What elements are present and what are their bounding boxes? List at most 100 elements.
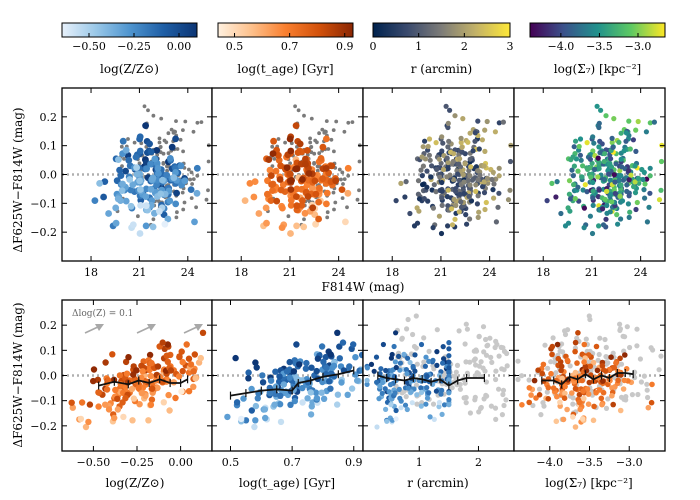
scatter-point xyxy=(629,392,636,398)
scatter-point xyxy=(481,179,487,185)
scatter-point xyxy=(148,359,155,367)
scatter-point xyxy=(581,359,587,365)
scatter-point xyxy=(647,190,653,196)
scatter-point xyxy=(459,144,465,150)
scatter-point xyxy=(503,397,509,403)
scatter-point xyxy=(175,210,179,215)
scatter-point xyxy=(301,209,309,217)
x-tick-label: 18 xyxy=(234,266,248,279)
scatter-point xyxy=(594,103,600,109)
scatter-point xyxy=(626,118,632,124)
scatter-point xyxy=(612,190,618,197)
scatter-point xyxy=(344,391,351,398)
scatter-point xyxy=(473,182,479,188)
scatter-point xyxy=(467,173,473,179)
scatter-point xyxy=(446,368,452,374)
scatter-point xyxy=(287,230,294,237)
scatter-point xyxy=(651,119,658,125)
scatter-point xyxy=(273,197,281,205)
scatter-point xyxy=(112,219,120,227)
scatter-point xyxy=(404,326,410,332)
scatter-point xyxy=(612,179,618,185)
y-tick-label: −0.2 xyxy=(30,226,57,239)
scatter-point xyxy=(248,385,255,393)
scatter-point xyxy=(245,375,252,382)
scatter-point xyxy=(428,174,434,180)
scatter-point xyxy=(331,190,336,195)
scatter-point xyxy=(413,313,419,319)
scatter-point xyxy=(173,189,181,197)
scatter-point xyxy=(156,207,163,215)
scatter-point xyxy=(132,153,140,161)
scatter-point xyxy=(420,144,426,150)
colorbar-tick-label: −3.5 xyxy=(586,40,613,53)
scatter-point xyxy=(299,399,306,406)
scatter-point xyxy=(424,184,430,190)
scatter-point xyxy=(496,353,502,359)
scatter-point xyxy=(645,394,651,401)
x-tick-label: 24 xyxy=(483,266,497,279)
scatter-point xyxy=(434,166,440,172)
scatter-point xyxy=(549,180,555,186)
scatter-point xyxy=(136,133,144,141)
scatter-point xyxy=(166,155,174,162)
scatter-point xyxy=(453,369,459,375)
scatter-point xyxy=(441,402,448,408)
scatter-point xyxy=(584,189,590,195)
scatter-point xyxy=(133,367,140,374)
scatter-point xyxy=(191,177,196,182)
scatter-point xyxy=(641,187,647,193)
scatter-point xyxy=(382,386,388,392)
scatter-point xyxy=(142,104,147,109)
scatter-point xyxy=(254,395,261,402)
scatter-point xyxy=(649,381,655,388)
scatter-point xyxy=(185,388,193,395)
scatter-point xyxy=(142,193,150,201)
scatter-point xyxy=(368,361,375,367)
scatter-point xyxy=(250,193,258,201)
scatter-point xyxy=(617,326,624,332)
scatter-point xyxy=(618,361,625,367)
scatter-point xyxy=(133,171,141,178)
scatter-point xyxy=(148,396,156,403)
scatter-point xyxy=(189,196,194,201)
scatter-point xyxy=(373,354,380,360)
scatter-point xyxy=(159,176,166,184)
scatter-point xyxy=(554,179,560,185)
scatter-point xyxy=(129,417,136,424)
scatter-point xyxy=(489,359,495,365)
scatter-point xyxy=(601,158,607,165)
scatter-point xyxy=(490,187,496,193)
scatter-point xyxy=(437,174,443,180)
scatter-point xyxy=(474,201,480,207)
scatter-point xyxy=(404,406,410,413)
scatter-point xyxy=(473,348,480,354)
scatter-point xyxy=(339,177,343,182)
scatter-point xyxy=(339,339,347,346)
scatter-point xyxy=(293,222,300,230)
scatter-point xyxy=(399,336,405,342)
bottom-xlabel-age: log(t_age) [Gyr] xyxy=(239,476,335,490)
scatter-point xyxy=(526,385,533,391)
scatter-point xyxy=(128,385,136,393)
scatter-point xyxy=(609,139,615,146)
scatter-point xyxy=(433,189,439,195)
scatter-point xyxy=(456,328,462,334)
scatter-point xyxy=(170,174,178,182)
scatter-point xyxy=(319,175,326,183)
scatter-point xyxy=(383,367,389,374)
scatter-point xyxy=(618,173,624,179)
scatter-point xyxy=(590,195,596,201)
scatter-point xyxy=(608,354,614,361)
scatter-point xyxy=(600,389,607,396)
scatter-point xyxy=(604,202,610,209)
scatter-point xyxy=(423,401,429,407)
scatter-point xyxy=(326,147,331,151)
scatter-point xyxy=(195,120,200,125)
scatter-point xyxy=(463,321,469,327)
scatter-point xyxy=(296,361,303,368)
scatter-point xyxy=(622,352,628,358)
scatter-point xyxy=(259,372,266,379)
scatter-point xyxy=(181,149,186,154)
scatter-point xyxy=(638,379,645,385)
